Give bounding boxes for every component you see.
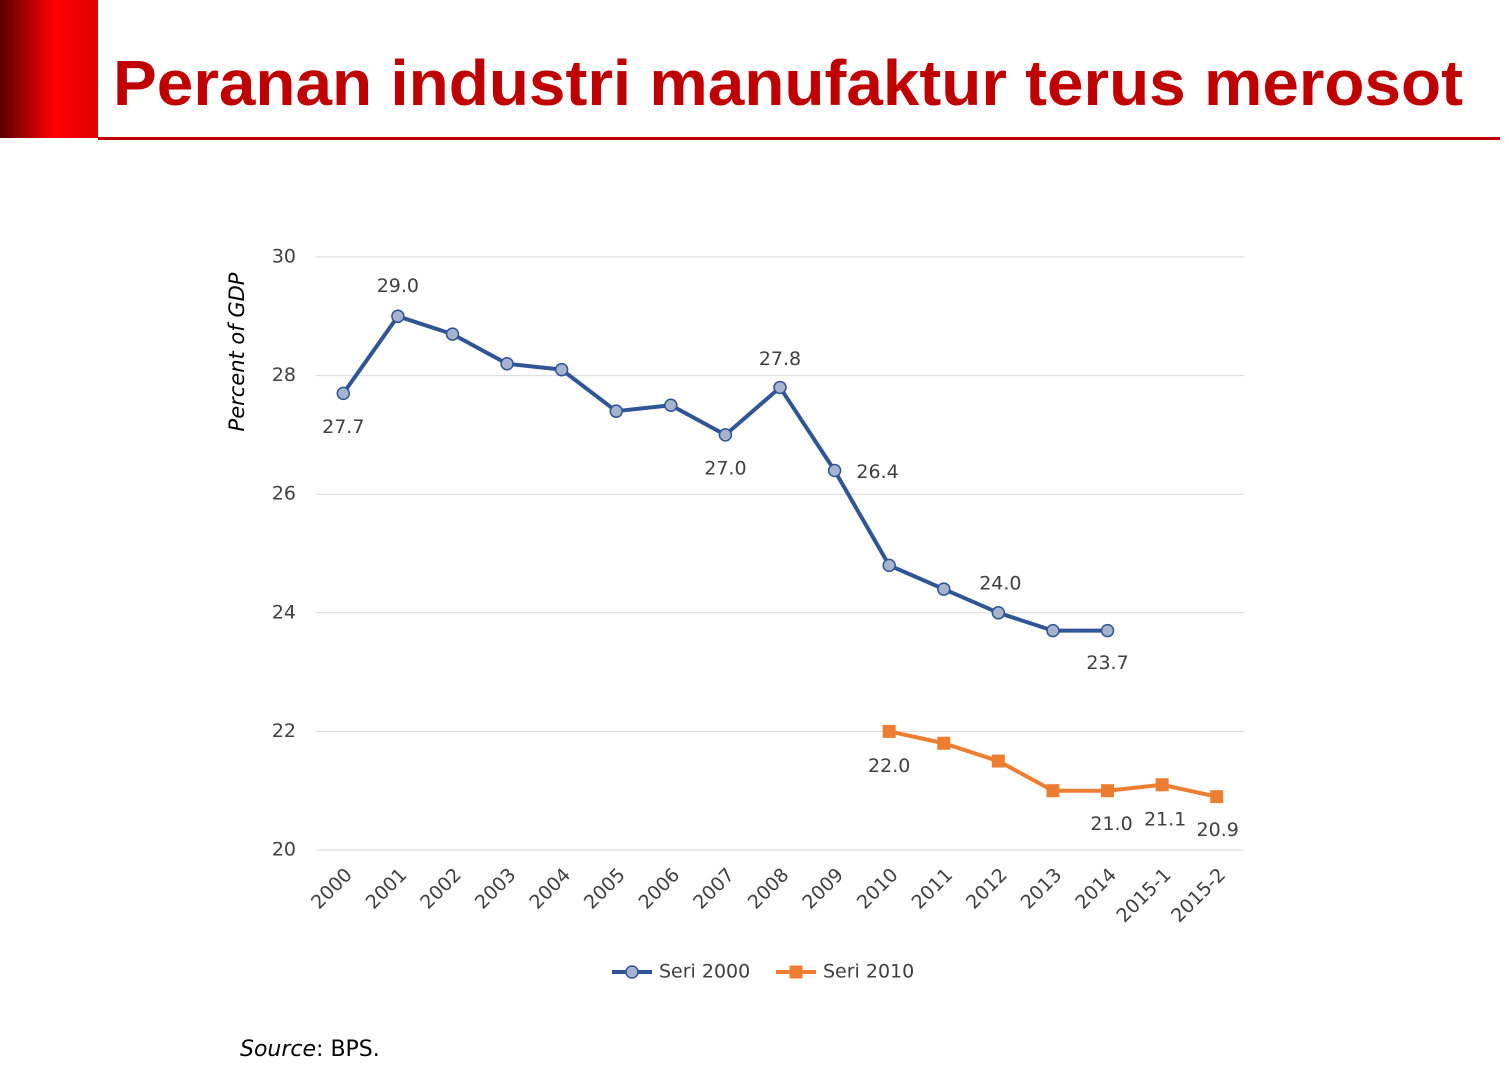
- x-tick-label: 2010: [853, 864, 903, 914]
- x-tick-label: 2005: [580, 864, 630, 914]
- x-tick-label: 2012: [962, 864, 1012, 914]
- data-label: 20.9: [1197, 819, 1239, 841]
- data-label: 26.4: [856, 461, 898, 483]
- y-axis-label: Percent of GDP: [225, 272, 249, 431]
- source-note: Source: BPS.: [240, 1037, 380, 1062]
- y-tick-label: 26: [272, 483, 296, 505]
- y-tick-label: 20: [272, 839, 296, 861]
- data-label: 23.7: [1086, 652, 1128, 674]
- marker: [827, 463, 842, 478]
- marker: [882, 558, 896, 573]
- x-tick-label: 2015-1: [1112, 864, 1175, 927]
- data-label: 27.8: [759, 348, 801, 370]
- x-tick-label: 2001: [362, 864, 412, 914]
- slide-title: Peranan industri manufaktur terus meroso…: [113, 47, 1463, 119]
- data-label: 22.0: [868, 755, 910, 777]
- y-tick-label: 22: [272, 720, 296, 742]
- x-tick-label: 2008: [744, 864, 794, 914]
- legend-label: Seri 2000: [659, 961, 750, 983]
- x-tick-label: 2014: [1071, 864, 1121, 914]
- x-tick-label: 2015-2: [1167, 864, 1230, 927]
- marker: [882, 724, 896, 738]
- data-label: 24.0: [979, 572, 1021, 594]
- marker: [773, 380, 787, 395]
- legend-label: Seri 2010: [823, 961, 914, 983]
- y-tick-label: 28: [272, 364, 296, 386]
- x-tick-label: 2004: [525, 864, 575, 914]
- marker: [609, 404, 623, 418]
- marker: [1046, 623, 1060, 638]
- marker: [937, 582, 951, 596]
- marker: [445, 327, 460, 341]
- marker: [664, 398, 678, 412]
- marker: [1100, 623, 1115, 638]
- y-tick-label: 24: [272, 601, 296, 623]
- source-text: : BPS.: [316, 1037, 380, 1062]
- marker: [500, 356, 514, 371]
- x-tick-label: 2000: [307, 864, 357, 914]
- y-tick-label: 30: [272, 246, 296, 268]
- marker: [1210, 790, 1224, 804]
- data-label: 21.1: [1144, 808, 1186, 830]
- marker: [1046, 784, 1060, 798]
- x-tick-label: 2009: [798, 864, 848, 914]
- legend-marker: [625, 965, 639, 979]
- x-tick-label: 2006: [634, 864, 684, 914]
- x-tick-label: 2013: [1017, 864, 1067, 914]
- data-label: 29.0: [377, 275, 419, 297]
- marker: [1101, 784, 1115, 798]
- x-tick-label: 2007: [689, 864, 739, 914]
- marker: [718, 428, 733, 442]
- data-label: 21.0: [1090, 813, 1132, 835]
- marker: [1155, 778, 1169, 792]
- x-tick-label: 2011: [907, 864, 957, 914]
- data-label: 27.0: [704, 457, 746, 479]
- legend-marker: [789, 965, 803, 979]
- marker: [991, 754, 1005, 768]
- x-tick-label: 2002: [416, 864, 466, 914]
- marker: [336, 386, 351, 401]
- marker: [554, 362, 569, 377]
- marker: [937, 736, 951, 750]
- source-label: Source: [240, 1037, 316, 1062]
- marker: [391, 309, 405, 324]
- x-tick-label: 2003: [471, 864, 521, 914]
- data-label: 27.7: [322, 416, 364, 438]
- marker: [991, 606, 1006, 620]
- accent-block: [0, 0, 98, 138]
